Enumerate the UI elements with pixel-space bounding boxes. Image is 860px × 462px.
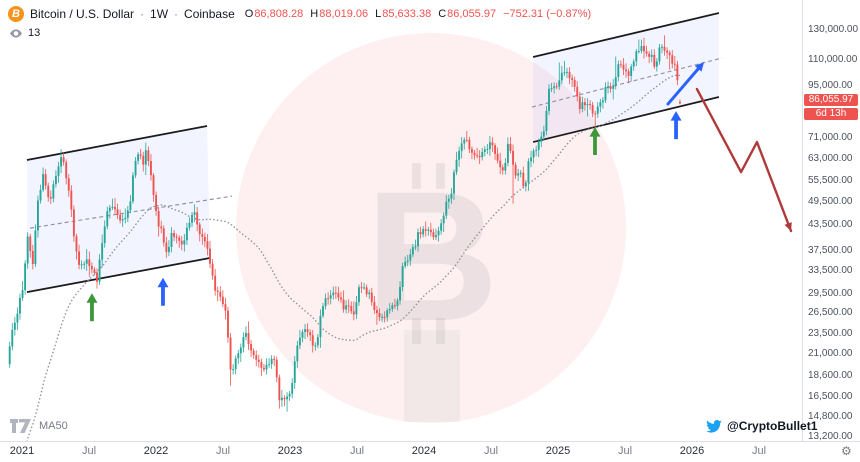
- price-axis-label: 16,500.00: [808, 391, 853, 403]
- ma50-label: MA50: [39, 420, 68, 432]
- price-axis-label: 71,000.00: [808, 131, 853, 143]
- indicator-value: 13: [28, 27, 41, 39]
- time-axis-label[interactable]: Jul: [349, 445, 365, 457]
- twitter-credit[interactable]: @CryptoBullet1: [706, 419, 817, 433]
- ohlc-values: O86,808.28 H88,019.06 L85,633.38 C86,055…: [245, 8, 591, 20]
- legend-separator: ·: [140, 7, 145, 21]
- time-axis-label[interactable]: Jul: [617, 445, 633, 457]
- price-axis-label: 55,500.00: [808, 175, 853, 187]
- symbol-title[interactable]: Bitcoin / U.S. Dollar: [30, 7, 135, 21]
- chart-bottom-left-watermark: MA50: [10, 419, 68, 433]
- interval-label[interactable]: 1W: [150, 7, 169, 21]
- indicator-legend[interactable]: 13: [9, 27, 40, 39]
- time-axis-label[interactable]: Jul: [483, 445, 499, 457]
- price-axis-label: 29,500.00: [808, 287, 853, 299]
- ohlc-low-value: 85,633.38: [382, 8, 432, 20]
- candlestick-chart-canvas[interactable]: [0, 0, 802, 441]
- time-axis-label[interactable]: Jul: [215, 445, 231, 457]
- time-axis-label[interactable]: 2025: [545, 445, 571, 457]
- price-change: −752.31 (−0.87%): [503, 8, 592, 20]
- price-axis-label: 21,000.00: [808, 348, 853, 360]
- price-axis-label: 130,000.00: [808, 24, 859, 35]
- time-axis-label[interactable]: 2022: [143, 445, 169, 457]
- price-axis-label: 23,500.00: [808, 328, 853, 340]
- price-axis-label: 14,800.00: [808, 410, 853, 422]
- tradingview-logo[interactable]: [10, 419, 32, 433]
- price-axis[interactable]: 86,055.97 6d 13h 130,000.00 110,000.00 95,…: [802, 0, 860, 442]
- price-axis-label: 95,000.00: [808, 79, 853, 91]
- time-axis-label[interactable]: 2024: [411, 445, 437, 457]
- price-axis-label: 33,500.00: [808, 265, 853, 277]
- ohlc-close-value: 86,055.97: [447, 8, 497, 20]
- price-axis-label: 26,500.00: [808, 306, 853, 318]
- time-axis-label[interactable]: 2023: [277, 445, 303, 457]
- legend-separator: ·: [174, 7, 179, 21]
- time-axis[interactable]: 2021 Jul 2022 Jul 2023 Jul 2024 Jul 2025 Jul 2026 J…: [0, 441, 860, 462]
- twitter-icon: [706, 419, 722, 433]
- ohlc-high-value: 88,019.06: [319, 8, 369, 20]
- price-axis-label: 63,000.00: [808, 152, 853, 164]
- time-axis-label[interactable]: 2026: [679, 445, 705, 457]
- ohlc-close-label: C: [438, 8, 447, 20]
- price-axis-label: 43,500.00: [808, 218, 853, 230]
- price-axis-label: 37,500.00: [808, 245, 853, 257]
- eye-icon[interactable]: [9, 28, 23, 39]
- time-axis-label[interactable]: 2021: [9, 445, 35, 457]
- chart-settings-icon[interactable]: ⚙: [841, 444, 852, 458]
- price-axis-label: 49,500.00: [808, 195, 853, 207]
- exchange-label[interactable]: Coinbase: [184, 7, 235, 21]
- ohlc-open-label: O: [244, 8, 254, 20]
- ohlc-low-label: L: [375, 8, 382, 20]
- chart-plot-area[interactable]: B Bitcoin / U.S. Dollar · 1W · Coinbase …: [0, 0, 817, 441]
- candle-countdown-badge: 6d 13h: [804, 108, 858, 121]
- time-axis-label[interactable]: Jul: [81, 445, 97, 457]
- price-axis-label: 110,000.00: [808, 53, 858, 65]
- last-price-badge: 86,055.97: [804, 94, 858, 107]
- bitcoin-icon: B: [8, 6, 24, 22]
- twitter-handle[interactable]: @CryptoBullet1: [727, 419, 818, 433]
- time-axis-label[interactable]: Jul: [751, 445, 767, 457]
- symbol-legend[interactable]: B Bitcoin / U.S. Dollar · 1W · Coinbase …: [8, 6, 591, 22]
- ohlc-open-value: 86,808.28: [254, 8, 304, 20]
- price-axis-label: 18,600.00: [808, 369, 853, 381]
- price-axis-label: 13,200.00: [808, 430, 853, 442]
- ohlc-high-label: H: [310, 8, 319, 20]
